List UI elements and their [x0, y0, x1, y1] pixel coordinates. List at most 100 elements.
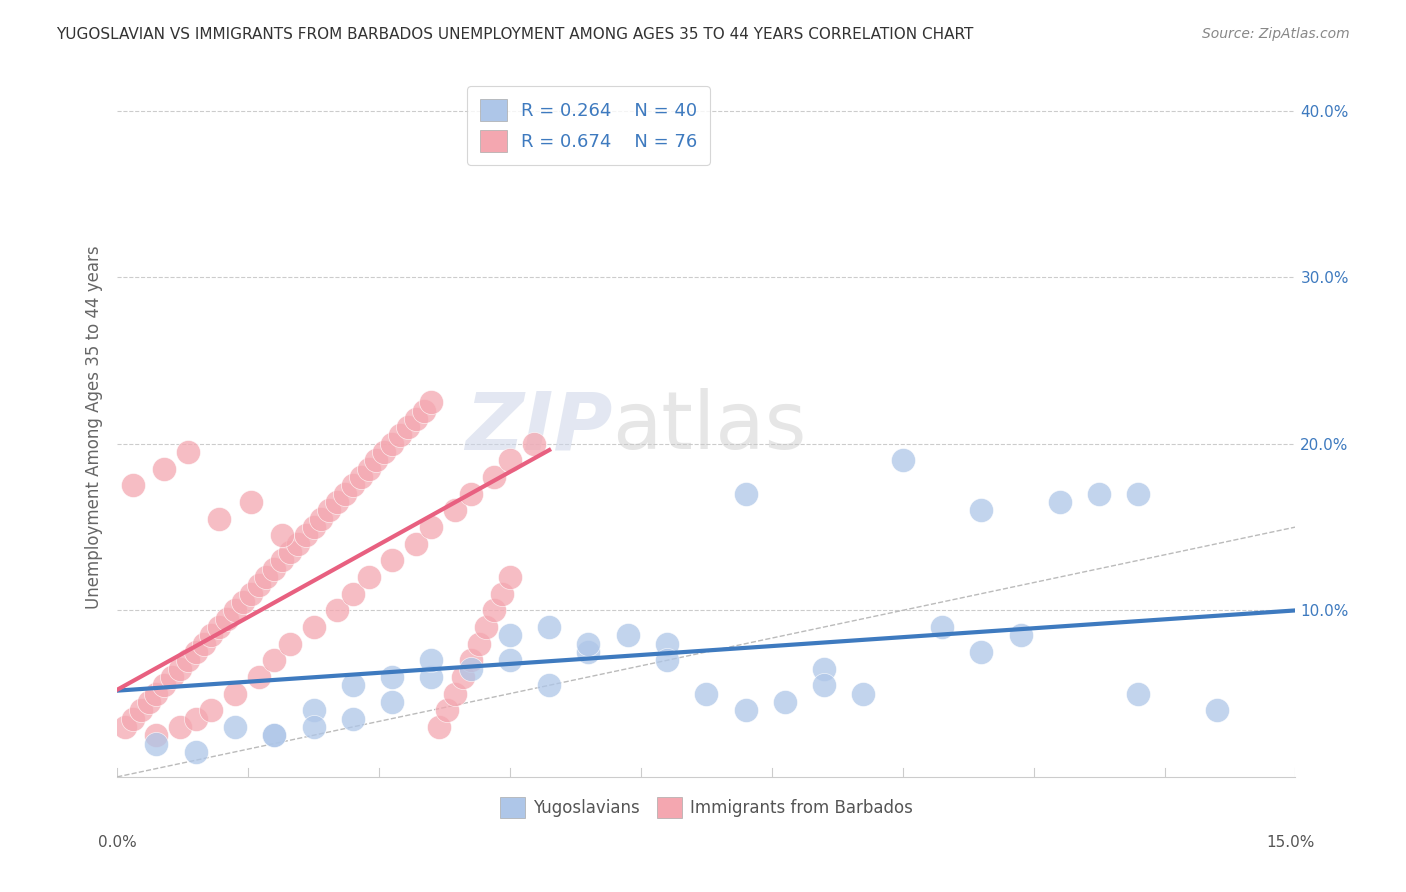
Text: YUGOSLAVIAN VS IMMIGRANTS FROM BARBADOS UNEMPLOYMENT AMONG AGES 35 TO 44 YEARS C: YUGOSLAVIAN VS IMMIGRANTS FROM BARBADOS …	[56, 27, 973, 42]
Point	[412, 403, 434, 417]
Point	[326, 603, 349, 617]
Point	[436, 703, 458, 717]
Point	[263, 562, 285, 576]
Point	[217, 612, 239, 626]
Point	[208, 620, 231, 634]
Point	[578, 637, 600, 651]
Point	[420, 395, 443, 409]
Point	[460, 662, 482, 676]
Text: 15.0%: 15.0%	[1267, 836, 1315, 850]
Point	[813, 678, 835, 692]
Point	[499, 453, 522, 467]
Point	[200, 628, 222, 642]
Point	[499, 628, 522, 642]
Point	[247, 578, 270, 592]
Point	[160, 670, 183, 684]
Point	[396, 420, 419, 434]
Point	[357, 570, 380, 584]
Point	[1206, 703, 1229, 717]
Point	[114, 720, 136, 734]
Point	[184, 645, 207, 659]
Point	[891, 453, 914, 467]
Point	[491, 587, 513, 601]
Point	[263, 728, 285, 742]
Point	[655, 637, 678, 651]
Point	[381, 553, 404, 567]
Point	[420, 653, 443, 667]
Y-axis label: Unemployment Among Ages 35 to 44 years: Unemployment Among Ages 35 to 44 years	[86, 245, 103, 609]
Point	[263, 653, 285, 667]
Point	[427, 720, 450, 734]
Point	[271, 553, 294, 567]
Point	[578, 645, 600, 659]
Point	[970, 503, 993, 517]
Point	[381, 670, 404, 684]
Point	[451, 670, 474, 684]
Point	[145, 737, 167, 751]
Point	[247, 670, 270, 684]
Point	[208, 512, 231, 526]
Point	[467, 637, 489, 651]
Point	[333, 487, 356, 501]
Point	[224, 687, 246, 701]
Point	[538, 620, 561, 634]
Point	[239, 495, 262, 509]
Point	[129, 703, 152, 717]
Point	[302, 703, 325, 717]
Point	[122, 478, 145, 492]
Text: 0.0%: 0.0%	[98, 836, 138, 850]
Point	[271, 528, 294, 542]
Point	[169, 662, 191, 676]
Point	[970, 645, 993, 659]
Point	[381, 695, 404, 709]
Point	[254, 570, 277, 584]
Point	[145, 728, 167, 742]
Point	[302, 620, 325, 634]
Point	[153, 678, 176, 692]
Point	[444, 503, 467, 517]
Point	[122, 712, 145, 726]
Point	[232, 595, 254, 609]
Point	[224, 720, 246, 734]
Point	[1049, 495, 1071, 509]
Point	[484, 470, 506, 484]
Point	[813, 662, 835, 676]
Point	[200, 703, 222, 717]
Point	[153, 462, 176, 476]
Point	[177, 445, 200, 459]
Point	[460, 487, 482, 501]
Point	[381, 437, 404, 451]
Point	[184, 712, 207, 726]
Point	[444, 687, 467, 701]
Text: ZIP: ZIP	[465, 388, 612, 467]
Point	[342, 478, 364, 492]
Point	[294, 528, 316, 542]
Point	[239, 587, 262, 601]
Point	[263, 728, 285, 742]
Point	[302, 720, 325, 734]
Legend: Yugoslavians, Immigrants from Barbados: Yugoslavians, Immigrants from Barbados	[494, 791, 920, 824]
Point	[138, 695, 160, 709]
Point	[388, 428, 411, 442]
Point	[184, 745, 207, 759]
Point	[499, 653, 522, 667]
Point	[224, 603, 246, 617]
Point	[405, 537, 427, 551]
Point	[302, 520, 325, 534]
Point	[1128, 687, 1150, 701]
Point	[342, 587, 364, 601]
Point	[1128, 487, 1150, 501]
Point	[734, 487, 756, 501]
Point	[931, 620, 953, 634]
Point	[342, 678, 364, 692]
Point	[852, 687, 875, 701]
Point	[420, 670, 443, 684]
Point	[522, 437, 544, 451]
Point	[734, 703, 756, 717]
Point	[350, 470, 373, 484]
Point	[616, 628, 638, 642]
Point	[1088, 487, 1111, 501]
Text: atlas: atlas	[612, 388, 807, 467]
Point	[475, 620, 498, 634]
Point	[318, 503, 340, 517]
